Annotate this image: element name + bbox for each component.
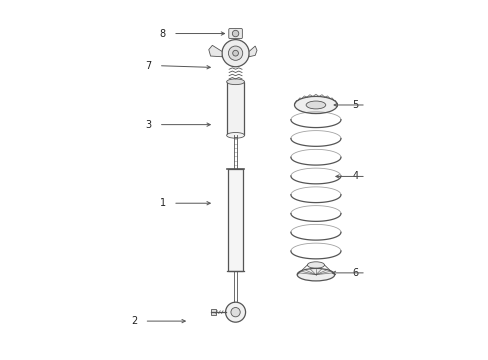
Bar xyxy=(211,309,215,315)
Text: 5: 5 xyxy=(352,100,358,110)
Ellipse shape xyxy=(305,101,325,109)
Bar xyxy=(226,82,244,135)
Circle shape xyxy=(230,307,240,317)
Circle shape xyxy=(225,302,245,322)
Circle shape xyxy=(232,50,238,56)
Ellipse shape xyxy=(226,79,244,85)
Ellipse shape xyxy=(297,269,334,281)
Ellipse shape xyxy=(294,96,337,113)
Ellipse shape xyxy=(307,262,324,268)
Text: 4: 4 xyxy=(352,171,358,181)
Text: 3: 3 xyxy=(145,120,151,130)
Circle shape xyxy=(222,40,248,67)
Text: 7: 7 xyxy=(145,61,151,71)
Polygon shape xyxy=(248,46,257,57)
Text: 8: 8 xyxy=(160,28,165,39)
Circle shape xyxy=(228,46,242,60)
FancyBboxPatch shape xyxy=(228,28,242,39)
Circle shape xyxy=(232,30,238,37)
Ellipse shape xyxy=(226,132,244,138)
Text: 1: 1 xyxy=(160,198,165,208)
Bar xyxy=(228,169,242,271)
Text: 6: 6 xyxy=(352,268,358,278)
Text: 2: 2 xyxy=(131,316,137,326)
Polygon shape xyxy=(208,45,222,57)
